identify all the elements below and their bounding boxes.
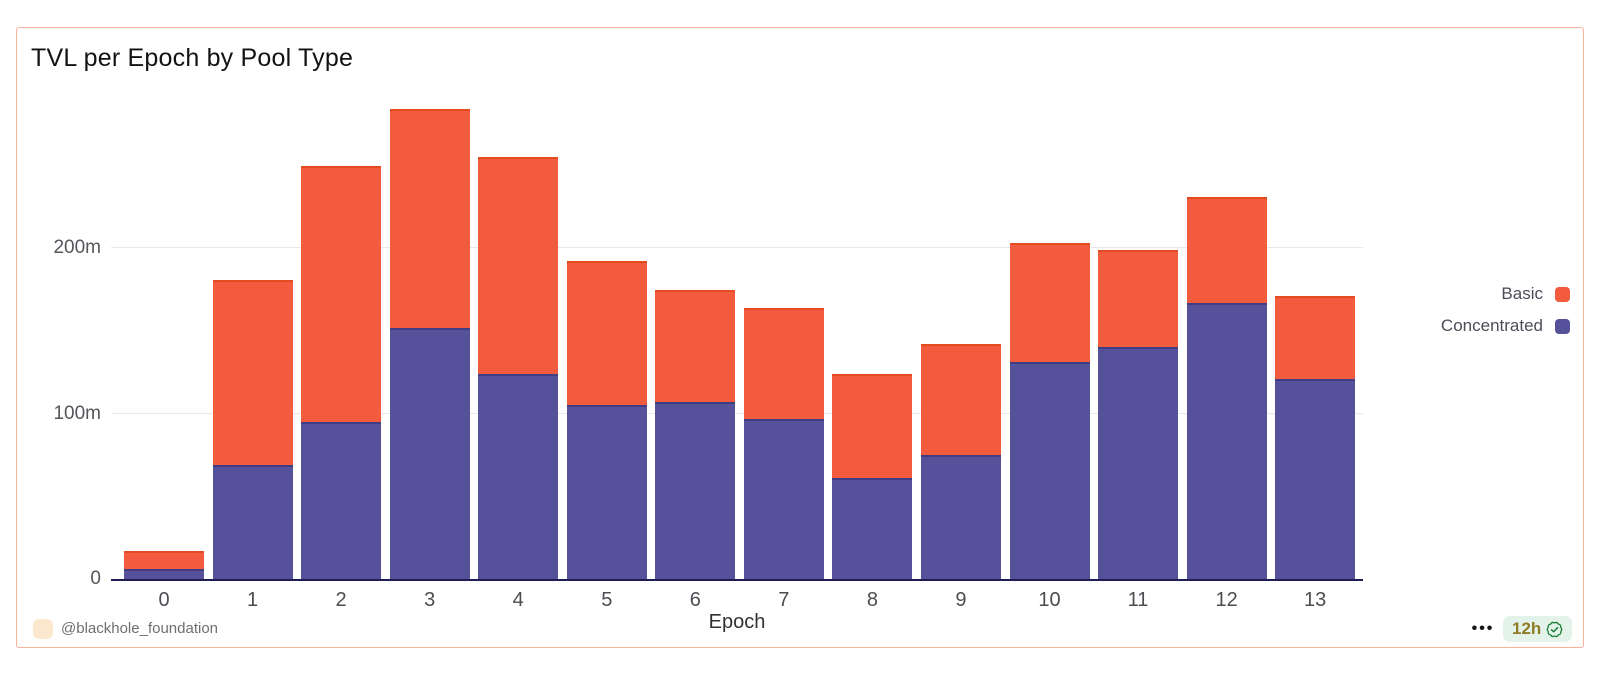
chart-title: TVL per Epoch by Pool Type: [31, 44, 354, 72]
bar-segment-basic-epoch-9[interactable]: [920, 344, 1001, 455]
x-tick-label: 2: [335, 589, 347, 611]
legend-label: Basic: [1501, 284, 1543, 303]
y-tick-label: 200m: [53, 237, 101, 259]
gridline: [111, 412, 1363, 414]
bar-segment-basic-epoch-0[interactable]: [124, 550, 204, 570]
bar-segment-basic-epoch-4[interactable]: [478, 157, 559, 374]
chart-legend: Basic Concentrated: [1441, 278, 1570, 342]
bar-segment-basic-epoch-2[interactable]: [301, 165, 382, 422]
bar-segment-concentrated-epoch-1[interactable]: [212, 464, 293, 579]
more-options-button[interactable]: •••: [1461, 617, 1505, 641]
x-tick-label: 10: [1038, 589, 1061, 611]
bar-segment-basic-epoch-1[interactable]: [212, 279, 293, 465]
bar-segment-basic-epoch-6[interactable]: [655, 289, 736, 403]
x-tick-label: 1: [246, 589, 259, 611]
bar-segment-concentrated-epoch-6[interactable]: [655, 402, 736, 579]
chart-card: TVL per Epoch by Pool Type 0 100m 200m 0 1 2 3…: [16, 27, 1584, 648]
x-tick-label: 5: [601, 589, 613, 611]
x-tick-label: 7: [778, 589, 790, 611]
x-tick-label: 8: [866, 589, 878, 611]
y-tick-label: 100m: [53, 402, 101, 424]
bar-segment-basic-epoch-3[interactable]: [389, 109, 470, 328]
bar-segment-concentrated-epoch-7[interactable]: [743, 418, 824, 579]
legend-swatch: [1555, 286, 1570, 302]
legend-label: Concentrated: [1440, 316, 1543, 335]
bar-segment-concentrated-epoch-8[interactable]: [832, 478, 913, 579]
x-axis-title: Epoch: [708, 611, 766, 633]
bar-segment-basic-epoch-13[interactable]: [1275, 296, 1356, 379]
verified-check-icon: [1546, 621, 1563, 637]
x-axis-line: [111, 579, 1363, 581]
legend-item-basic[interactable]: Basic: [1501, 278, 1570, 310]
bar-segment-concentrated-epoch-5[interactable]: [566, 405, 647, 579]
y-tick-label: 0: [90, 568, 101, 589]
time-range-badge[interactable]: 12h: [1503, 616, 1573, 642]
bar-segment-concentrated-epoch-10[interactable]: [1009, 362, 1090, 579]
legend-item-concentrated[interactable]: Concentrated: [1441, 310, 1570, 342]
plot-area: 0 100m 200m 0 1 2 3 4 5 6 7 8 9 10 11 12 13 Epoch: [53, 96, 1363, 632]
author-handle-link[interactable]: @blackhole_foundation: [61, 620, 219, 637]
bar-segment-concentrated-epoch-0[interactable]: [124, 569, 204, 579]
x-tick-label: 6: [689, 589, 701, 611]
bar-segment-concentrated-epoch-3[interactable]: [389, 327, 470, 579]
bar-segment-concentrated-epoch-9[interactable]: [920, 454, 1001, 579]
x-tick-label: 4: [512, 589, 524, 611]
x-tick-label: 13: [1304, 589, 1327, 611]
x-tick-label: 3: [424, 589, 436, 611]
x-tick-label: 9: [955, 589, 967, 611]
gridline: [111, 247, 1363, 249]
bar-segment-concentrated-epoch-12[interactable]: [1186, 302, 1267, 579]
avatar: [33, 619, 53, 639]
bar-segment-concentrated-epoch-11[interactable]: [1098, 347, 1179, 579]
bar-segment-basic-epoch-10[interactable]: [1009, 243, 1090, 363]
bar-segment-basic-epoch-11[interactable]: [1098, 249, 1179, 348]
bar-segment-basic-epoch-8[interactable]: [832, 373, 913, 479]
bar-segment-concentrated-epoch-4[interactable]: [478, 373, 559, 579]
x-tick-label: 0: [158, 589, 170, 611]
bar-segment-concentrated-epoch-2[interactable]: [301, 421, 382, 579]
bar-segment-concentrated-epoch-13[interactable]: [1275, 378, 1356, 579]
x-tick-label: 12: [1215, 589, 1238, 611]
legend-swatch: [1555, 318, 1570, 334]
bar-segment-basic-epoch-7[interactable]: [743, 307, 824, 419]
bar-segment-basic-epoch-5[interactable]: [566, 261, 647, 406]
time-range-label: 12h: [1512, 619, 1542, 638]
x-tick-label: 11: [1127, 589, 1149, 611]
bar-segment-basic-epoch-12[interactable]: [1186, 196, 1267, 303]
